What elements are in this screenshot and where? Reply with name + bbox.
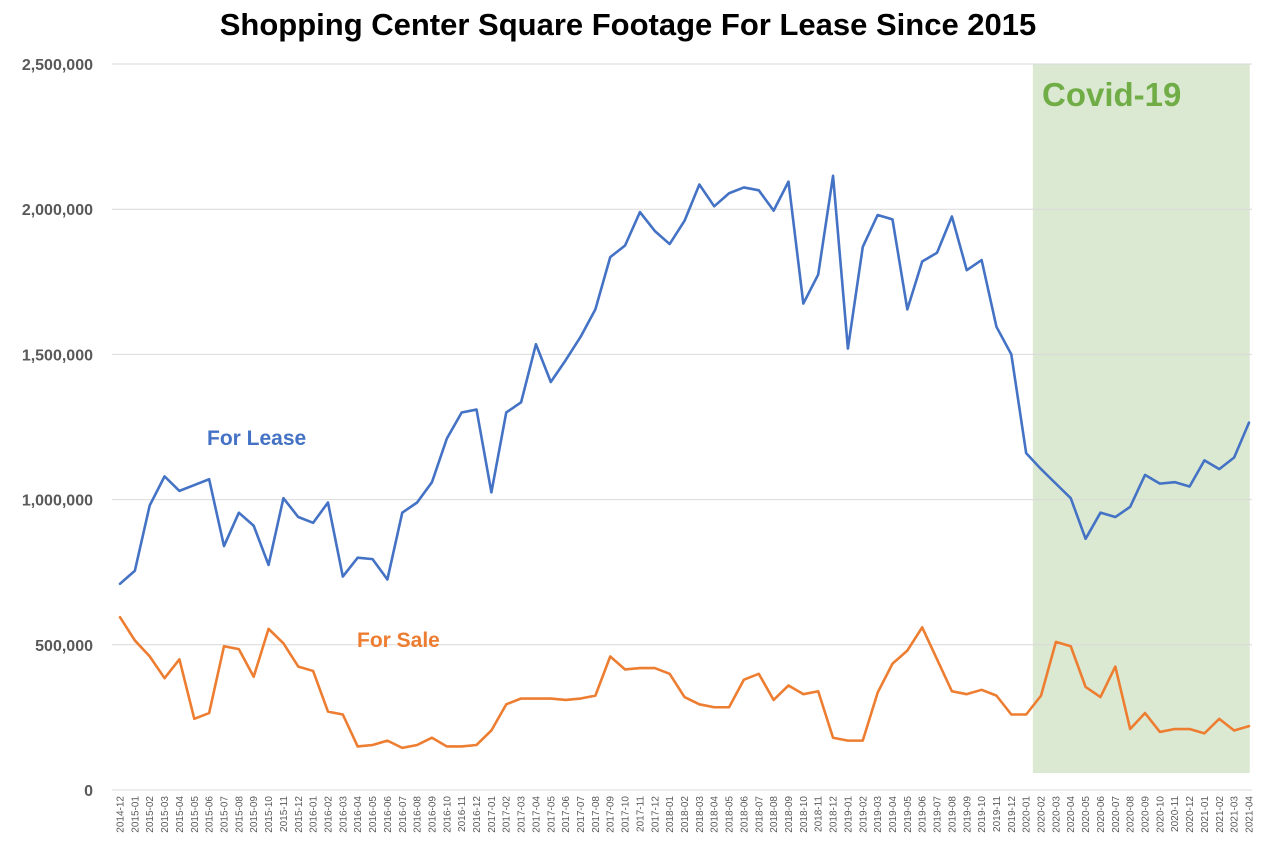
y-tick-label: 2,000,000 [22,202,93,219]
x-tick-label: 2019-10 [977,796,988,833]
x-tick-label: 2018-02 [680,796,691,833]
x-tick-label: 2015-03 [160,796,171,833]
for-sale-line [118,615,1251,750]
x-tick-label: 2021-04 [1245,796,1256,833]
gridlines [112,63,1252,791]
x-tick-label: 2020-07 [1111,796,1122,833]
x-tick-label: 2018-09 [784,796,795,833]
x-tick-label: 2017-02 [502,796,513,833]
x-tick-label: 2019-04 [888,796,899,833]
x-tick-label: 2017-07 [576,796,587,833]
x-tick-label: 2018-10 [799,796,810,833]
x-tick-label: 2017-01 [487,796,498,833]
x-tick-label: 2020-08 [1126,796,1137,833]
y-tick-label: 0 [84,783,93,800]
for-sale-label: For Sale [357,629,440,652]
y-tick-label: 1,000,000 [22,493,93,510]
x-tick-label: 2019-01 [843,796,854,833]
x-tick-label: 2018-03 [695,796,706,833]
series-lines [118,174,1251,750]
x-tick-label: 2018-12 [829,796,840,833]
x-tick-label: 2018-04 [710,796,721,833]
x-tick-label: 2016-07 [398,796,409,833]
x-tick-label: 2015-06 [205,796,216,833]
x-tick-label: 2017-12 [650,796,661,833]
x-tick-label: 2017-10 [621,796,632,833]
x-tick-label: 2019-09 [962,796,973,833]
x-tick-label: 2016-03 [338,796,349,833]
for-lease-line [118,174,1251,586]
x-tick-label: 2017-04 [531,796,542,833]
y-axis-tick-labels: 0 500,000 1,000,000 1,500,000 2,000,000 2,500… [22,57,93,800]
x-tick-label: 2020-12 [1185,796,1196,833]
x-tick-label: 2017-09 [606,796,617,833]
x-tick-label: 2015-05 [190,796,201,833]
x-tick-label: 2015-01 [130,796,141,833]
x-tick-label: 2019-12 [1007,796,1018,833]
x-tick-label: 2019-03 [873,796,884,833]
x-tick-label: 2018-07 [754,796,765,833]
x-tick-label: 2020-03 [1051,796,1062,833]
x-tick-label: 2016-04 [353,796,364,833]
x-tick-label: 2021-02 [1215,796,1226,833]
x-tick-label: 2015-11 [279,796,290,832]
x-tick-label: 2016-10 [442,796,453,833]
x-tick-label: 2016-01 [309,796,320,833]
x-tick-label: 2017-03 [517,796,528,833]
x-tick-label: 2020-01 [1022,796,1033,833]
covid-shaded-region [1032,64,1250,773]
x-tick-label: 2018-01 [665,796,676,833]
x-tick-label: 2020-06 [1096,796,1107,833]
x-tick-label: 2016-08 [413,796,424,833]
x-tick-label: 2017-06 [561,796,572,833]
x-tick-label: 2020-11 [1170,796,1181,832]
x-axis-tick-labels: 2014-12 2015-01 2015-02 2015-03 2015-04 2015-… [116,796,1256,833]
x-tick-label: 2015-12 [294,796,305,833]
x-tick-label: 2015-02 [145,796,156,833]
x-tick-label: 2021-03 [1230,796,1241,833]
x-tick-label: 2016-06 [383,796,394,833]
x-tick-label: 2020-02 [1037,796,1048,833]
x-tick-label: 2014-12 [116,796,127,833]
chart-title: Shopping Center Square Footage For Lease… [220,7,1037,42]
x-tick-label: 2016-11 [457,796,468,832]
x-tick-label: 2019-11 [992,796,1003,832]
x-tick-label: 2018-11 [814,796,825,832]
x-tick-label: 2016-09 [427,796,438,833]
y-tick-label: 500,000 [35,638,93,655]
y-tick-label: 2,500,000 [22,57,93,74]
x-tick-label: 2019-07 [933,796,944,833]
x-tick-label: 2015-10 [264,796,275,833]
x-tick-label: 2016-05 [368,796,379,833]
x-tick-label: 2020-04 [1066,796,1077,833]
x-tick-label: 2020-10 [1155,796,1166,833]
x-tick-label: 2019-05 [903,796,914,833]
x-tick-label: 2016-12 [472,796,483,833]
x-tick-label: 2015-07 [219,796,230,833]
x-tick-label: 2019-06 [918,796,929,833]
x-tick-label: 2017-11 [635,796,646,832]
x-tick-label: 2019-02 [858,796,869,833]
x-tick-label: 2017-08 [591,796,602,833]
x-tick-label: 2015-09 [249,796,260,833]
x-tick-label: 2020-05 [1081,796,1092,833]
x-tick-label: 2021-01 [1200,796,1211,833]
y-tick-label: 1,500,000 [22,347,93,364]
x-tick-label: 2018-06 [739,796,750,833]
x-tick-label: 2015-08 [234,796,245,833]
x-tick-label: 2016-02 [323,796,334,833]
covid-19-label: Covid-19 [1042,76,1181,113]
x-tick-label: 2015-04 [175,796,186,833]
x-tick-label: 2018-05 [725,796,736,833]
x-tick-label: 2018-08 [769,796,780,833]
for-lease-label: For Lease [207,427,306,450]
x-tick-label: 2019-08 [947,796,958,833]
x-tick-label: 2017-05 [546,796,557,833]
x-tick-label: 2020-09 [1141,796,1152,833]
